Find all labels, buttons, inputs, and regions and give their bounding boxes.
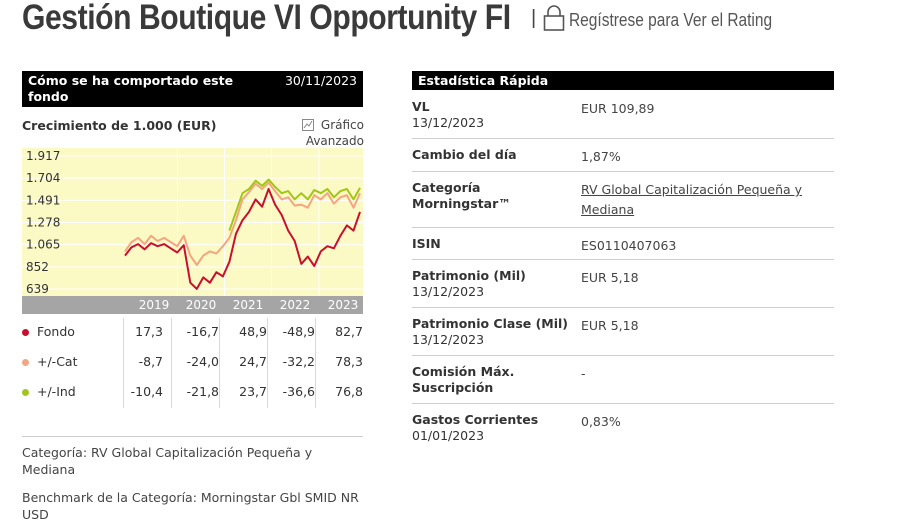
perf-value: 76,8 bbox=[335, 384, 363, 399]
stat-key-label: Comisión Máx. Suscripción bbox=[412, 364, 515, 395]
x-tick-label: 2019 bbox=[139, 298, 170, 312]
table-divider bbox=[267, 318, 268, 408]
category-text: Categoría: RV Global Capitalización Pequ… bbox=[22, 445, 313, 477]
stat-value: ES0110407063 bbox=[581, 238, 677, 253]
x-tick-label: 2022 bbox=[280, 298, 311, 312]
perf-value: 82,7 bbox=[335, 324, 363, 339]
stat-row-assets: Patrimonio (Mil) 13/12/2023 EUR 5,18 bbox=[412, 268, 834, 308]
stat-key: Gastos Corrientes 01/01/2023 bbox=[412, 412, 572, 444]
stat-key: Cambio del día bbox=[412, 147, 572, 163]
perf-value: 48,9 bbox=[239, 324, 267, 339]
chart-icon bbox=[302, 119, 314, 131]
category-link[interactable]: RV Global Capitalización Pequeña y Media… bbox=[581, 182, 803, 217]
fondo-legend-dot bbox=[22, 329, 29, 336]
advanced-chart-label: Gráfico Avanzado bbox=[305, 118, 364, 148]
register-rating-link[interactable]: Regístrese para Ver el Rating bbox=[569, 9, 773, 30]
performance-header: Cómo se ha comportado este fondo 30/11/2… bbox=[22, 71, 363, 107]
cat-legend-dot bbox=[22, 359, 29, 366]
performance-header-date: 30/11/2023 bbox=[284, 73, 357, 88]
perf-row-ind: +/-Ind -10,4 -21,8 23,7 -36,6 76,8 bbox=[22, 381, 363, 405]
perf-value: -16,7 bbox=[186, 324, 219, 339]
perf-row-label: +/-Cat bbox=[37, 354, 78, 369]
perf-value: -10,4 bbox=[130, 384, 163, 399]
quick-stats-header: Estadística Rápida bbox=[412, 71, 834, 90]
perf-row-label: Fondo bbox=[37, 324, 75, 339]
y-tick-label: 1.704 bbox=[26, 171, 60, 185]
series-line-cat bbox=[124, 181, 361, 266]
growth-title: Crecimiento de 1.000 (EUR) bbox=[22, 118, 217, 133]
chart-x-axis-band bbox=[22, 296, 363, 314]
growth-chart: 1.917 1.704 1.491 1.278 1.065 852 639 2019 2020… bbox=[22, 148, 363, 314]
y-tick-label: 1.278 bbox=[26, 216, 60, 230]
perf-value: -21,8 bbox=[186, 384, 219, 399]
stat-key: Patrimonio (Mil) 13/12/2023 bbox=[412, 268, 572, 300]
stat-key-date: 13/12/2023 bbox=[412, 284, 485, 299]
stat-key-label: Patrimonio (Mil) bbox=[412, 268, 526, 283]
y-tick-label: 1.917 bbox=[26, 149, 60, 163]
perf-value: -24,0 bbox=[186, 354, 219, 369]
stat-value: EUR 109,89 bbox=[581, 101, 655, 116]
x-tick-label: 2023 bbox=[328, 298, 359, 312]
stat-row-class-assets: Patrimonio Clase (Mil) 13/12/2023 EUR 5,1… bbox=[412, 316, 834, 356]
performance-header-title: Cómo se ha comportado este fondo bbox=[28, 73, 234, 104]
perf-row-label: +/-Ind bbox=[37, 384, 76, 399]
stat-key-label: Cambio del día bbox=[412, 147, 517, 162]
stat-row-category: Categoría Morningstar™ RV Global Capital… bbox=[412, 180, 834, 228]
perf-value: 78,3 bbox=[335, 354, 363, 369]
stat-row-isin: ISIN ES0110407063 bbox=[412, 236, 834, 260]
table-divider bbox=[171, 318, 172, 408]
stat-key: Patrimonio Clase (Mil) 13/12/2023 bbox=[412, 316, 572, 348]
perf-row-fondo: Fondo 17,3 -16,7 48,9 -48,9 82,7 bbox=[22, 321, 363, 345]
stat-value: 1,87% bbox=[581, 149, 621, 164]
stat-key-label: Categoría Morningstar™ bbox=[412, 180, 511, 211]
advanced-chart-link[interactable]: Gráfico Avanzado bbox=[297, 117, 364, 149]
stat-value: EUR 5,18 bbox=[581, 270, 639, 285]
perf-value: -32,2 bbox=[282, 354, 315, 369]
stat-key: Comisión Máx. Suscripción bbox=[412, 364, 532, 396]
title-separator: | bbox=[531, 6, 537, 29]
y-tick-label: 639 bbox=[26, 282, 49, 296]
table-divider bbox=[315, 318, 316, 408]
rating-area: | Regístrese para Ver el Rating bbox=[531, 4, 805, 32]
benchmark-text: Benchmark de la Categoría: Morningstar G… bbox=[22, 490, 359, 522]
stat-value: 0,83% bbox=[581, 414, 621, 429]
stat-key-label: Patrimonio Clase (Mil) bbox=[412, 316, 569, 331]
perf-value: 23,7 bbox=[239, 384, 267, 399]
stat-key-label: VL bbox=[412, 99, 430, 114]
perf-value: -48,9 bbox=[282, 324, 315, 339]
lock-icon bbox=[543, 5, 565, 31]
stat-key-label: Gastos Corrientes bbox=[412, 412, 539, 427]
stat-value: EUR 5,18 bbox=[581, 318, 639, 333]
perf-value: -36,6 bbox=[282, 384, 315, 399]
divider bbox=[22, 436, 363, 437]
stat-row-max-fee: Comisión Máx. Suscripción - bbox=[412, 364, 834, 404]
stat-key: Categoría Morningstar™ bbox=[412, 180, 522, 212]
stat-key-date: 13/12/2023 bbox=[412, 115, 485, 130]
stat-row-vl: VL 13/12/2023 EUR 109,89 bbox=[412, 99, 834, 139]
ind-legend-dot bbox=[22, 389, 29, 396]
perf-value: 24,7 bbox=[239, 354, 267, 369]
stat-key-date: 13/12/2023 bbox=[412, 332, 485, 347]
table-divider bbox=[123, 318, 124, 408]
stat-value: - bbox=[581, 366, 586, 381]
stat-row-daily-change: Cambio del día 1,87% bbox=[412, 147, 834, 172]
stat-key: VL 13/12/2023 bbox=[412, 99, 572, 131]
page-title: Gestión Boutique VI Opportunity FI bbox=[22, 0, 511, 37]
stat-key: ISIN bbox=[412, 236, 572, 252]
y-tick-label: 1.491 bbox=[26, 193, 60, 207]
perf-value: -8,7 bbox=[138, 354, 163, 369]
perf-value: 17,3 bbox=[135, 324, 163, 339]
y-tick-label: 852 bbox=[26, 260, 49, 274]
y-tick-label: 1.065 bbox=[26, 238, 60, 252]
table-divider bbox=[219, 318, 220, 408]
x-tick-label: 2021 bbox=[233, 298, 264, 312]
perf-row-cat: +/-Cat -8,7 -24,0 24,7 -32,2 78,3 bbox=[22, 351, 363, 375]
stat-key-date: 01/01/2023 bbox=[412, 428, 485, 443]
stat-row-ongoing-charges: Gastos Corrientes 01/01/2023 0,83% bbox=[412, 412, 834, 446]
stat-key-label: ISIN bbox=[412, 236, 441, 251]
series-line-ind bbox=[228, 178, 361, 231]
series-line-fondo bbox=[124, 188, 361, 290]
x-tick-label: 2020 bbox=[186, 298, 217, 312]
